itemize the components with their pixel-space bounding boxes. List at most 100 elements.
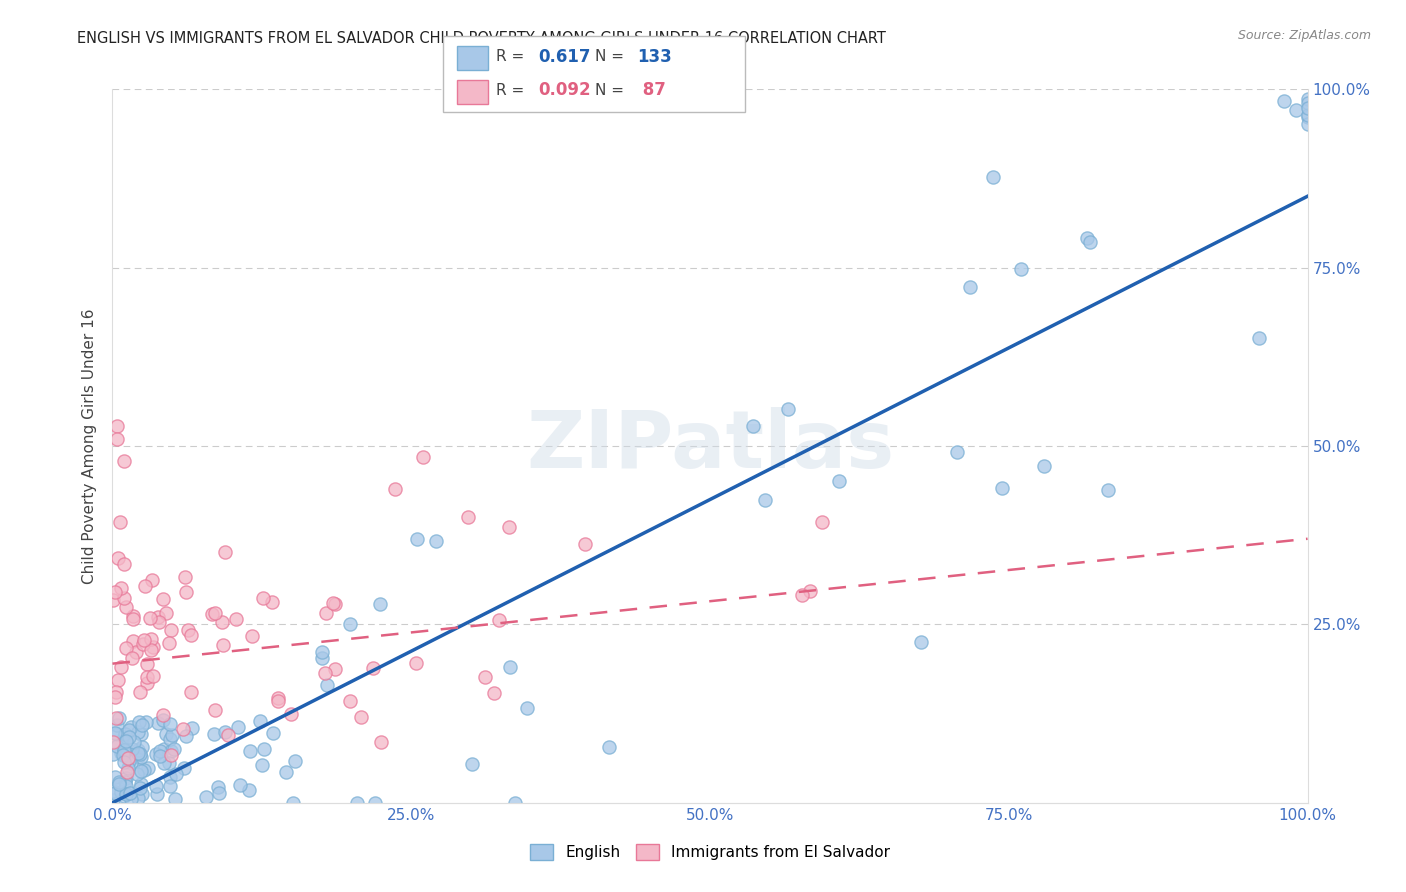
Point — [226, 721, 249, 735]
Point — [129, 776, 152, 790]
Point — [1296, 92, 1319, 106]
Point — [104, 584, 127, 599]
Point — [249, 714, 271, 728]
Text: N =: N = — [595, 49, 624, 64]
Point — [311, 645, 333, 659]
Point — [145, 779, 167, 793]
Point — [799, 583, 821, 598]
Point — [110, 746, 132, 760]
Point — [1078, 235, 1101, 249]
Point — [122, 609, 145, 624]
Point — [136, 670, 159, 684]
Text: ENGLISH VS IMMIGRANTS FROM EL SALVADOR CHILD POVERTY AMONG GIRLS UNDER 16 CORREL: ENGLISH VS IMMIGRANTS FROM EL SALVADOR C… — [77, 31, 886, 46]
Point — [1097, 483, 1119, 497]
Point — [114, 734, 136, 748]
Point — [598, 739, 620, 754]
Point — [105, 710, 128, 724]
Point — [110, 581, 132, 595]
Point — [101, 783, 124, 797]
Point — [149, 749, 172, 764]
Point — [174, 729, 197, 743]
Point — [225, 612, 247, 626]
Point — [1272, 95, 1295, 109]
Point — [127, 725, 149, 739]
Point — [238, 783, 260, 797]
Point — [105, 718, 128, 732]
Point — [129, 747, 152, 761]
Point — [159, 770, 181, 784]
Point — [121, 756, 143, 770]
Point — [959, 280, 981, 294]
Point — [105, 432, 128, 446]
Point — [174, 584, 197, 599]
Point — [120, 792, 142, 806]
Point — [115, 600, 138, 615]
Point — [516, 701, 538, 715]
Text: 0.092: 0.092 — [538, 81, 591, 99]
Point — [1296, 117, 1319, 131]
Point — [131, 727, 153, 741]
Point — [105, 418, 128, 433]
Point — [118, 754, 141, 768]
Point — [132, 637, 155, 651]
Point — [240, 629, 263, 643]
Point — [155, 606, 177, 620]
Point — [129, 750, 152, 764]
Point — [101, 793, 124, 807]
Point — [181, 721, 204, 735]
Point — [503, 796, 526, 810]
Point — [120, 786, 142, 800]
Point — [214, 725, 236, 739]
Point — [136, 657, 159, 672]
Point — [195, 790, 218, 805]
Point — [107, 727, 129, 741]
Point — [339, 617, 361, 632]
Point — [138, 761, 160, 775]
Point — [488, 613, 510, 627]
Point — [132, 632, 155, 647]
Text: 0.617: 0.617 — [538, 48, 591, 66]
Point — [211, 615, 233, 629]
Point — [112, 745, 135, 759]
Point — [122, 612, 145, 626]
Point — [1249, 331, 1271, 345]
Point — [112, 755, 135, 769]
Point — [1296, 110, 1319, 124]
Point — [346, 796, 368, 810]
Point — [160, 728, 183, 742]
Point — [128, 715, 150, 730]
Point — [202, 727, 225, 741]
Point — [174, 569, 197, 583]
Point — [159, 716, 181, 731]
Point — [741, 418, 763, 433]
Point — [131, 717, 153, 731]
Point — [457, 509, 479, 524]
Point — [145, 787, 167, 801]
Point — [474, 669, 496, 683]
Point — [368, 597, 391, 611]
Point — [253, 741, 276, 756]
Point — [131, 740, 153, 755]
Point — [173, 761, 195, 775]
Point — [274, 764, 297, 779]
Point — [110, 660, 132, 674]
Point — [101, 592, 124, 607]
Point — [104, 770, 127, 784]
Point — [139, 642, 162, 657]
Point — [267, 694, 290, 708]
Point — [981, 170, 1004, 185]
Point — [180, 628, 202, 642]
Point — [280, 706, 302, 721]
Point — [323, 662, 346, 676]
Point — [1032, 458, 1054, 473]
Point — [142, 640, 165, 654]
Point — [112, 454, 135, 468]
Point — [160, 747, 183, 762]
Point — [172, 722, 194, 736]
Point — [1010, 262, 1032, 277]
Point — [284, 755, 307, 769]
Point — [112, 557, 135, 571]
Point — [165, 767, 187, 781]
Point — [122, 633, 145, 648]
Point — [370, 735, 392, 749]
